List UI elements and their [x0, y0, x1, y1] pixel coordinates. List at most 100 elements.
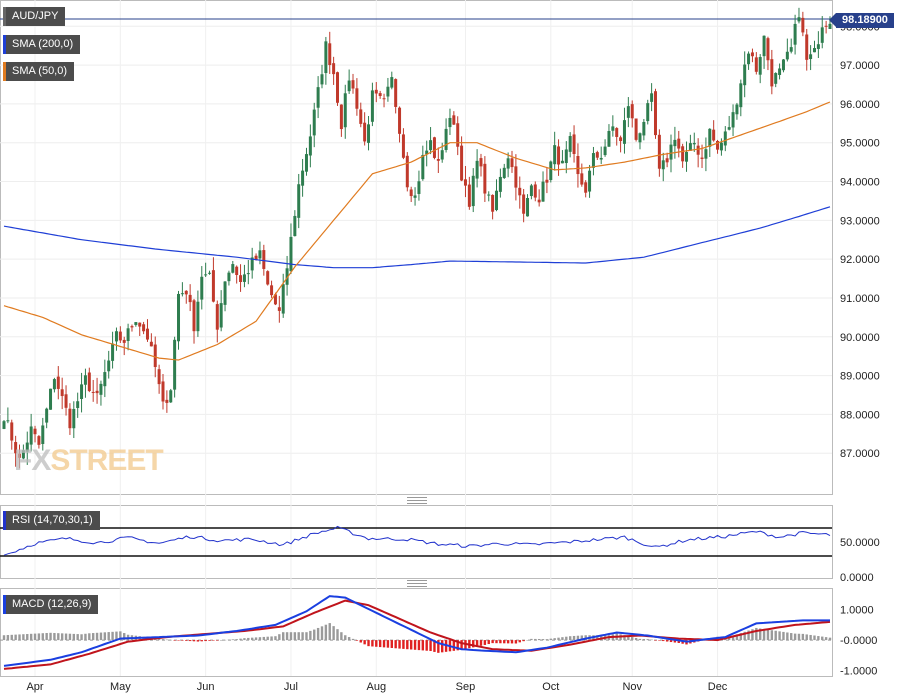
macd-histogram-bar	[243, 638, 246, 641]
macd-histogram-bar	[6, 635, 10, 641]
candle-body	[599, 157, 603, 160]
price-tick-label: 96.0000	[840, 99, 880, 111]
candle-body	[153, 344, 157, 368]
candle-body	[285, 268, 289, 285]
macd-histogram-bar	[14, 634, 17, 641]
macd-histogram-bar	[45, 633, 48, 641]
macd-histogram-bar	[751, 629, 754, 641]
candle-body	[584, 182, 588, 193]
sma200-legend[interactable]: SMA (200,0)	[3, 35, 81, 54]
macd-histogram-bar	[425, 640, 428, 651]
macd-histogram-bar	[627, 636, 630, 641]
candle-body	[580, 173, 584, 185]
candle-body	[413, 195, 417, 198]
macd-line	[3, 595, 830, 667]
candle-body	[704, 149, 708, 159]
symbol-legend[interactable]: AUD/JPY	[3, 7, 66, 26]
macd-histogram-bar	[735, 634, 739, 641]
candle-body	[215, 304, 219, 330]
candle-body	[510, 158, 514, 168]
macd-histogram-bar	[29, 633, 33, 641]
candle-body	[405, 155, 409, 188]
macd-histogram-bar	[642, 638, 646, 641]
candle-body	[638, 133, 642, 143]
candle-body	[770, 59, 774, 87]
symbol-label: AUD/JPY	[12, 10, 59, 22]
macd-histogram-bar	[673, 640, 677, 643]
sma50-legend[interactable]: SMA (50,0)	[3, 62, 75, 81]
pane-splitter-macd[interactable]	[407, 580, 427, 587]
macd-histogram-bar	[503, 640, 506, 644]
macd-histogram-bar	[483, 640, 487, 645]
macd-histogram-bar	[452, 640, 456, 651]
macd-histogram-bar	[568, 636, 572, 641]
candle-body	[498, 176, 502, 192]
candle-body	[68, 408, 72, 429]
candle-body	[72, 408, 76, 429]
candle-body	[316, 87, 320, 108]
candle-body	[180, 293, 184, 295]
candle-body	[246, 273, 250, 275]
candle-body	[398, 107, 402, 134]
macd-histogram-bar	[545, 639, 549, 641]
candle-body	[425, 150, 429, 155]
candle-body	[45, 408, 49, 423]
candle-body	[378, 93, 382, 97]
candle-body	[553, 145, 557, 165]
candle-body	[277, 307, 281, 311]
macd-histogram-bar	[18, 634, 21, 641]
candle-body	[630, 104, 634, 119]
candle-body	[165, 399, 169, 403]
candle-body	[494, 190, 498, 211]
candle-body	[281, 284, 285, 314]
candle-body	[572, 134, 576, 155]
macd-label: MACD (12,26,9)	[12, 598, 92, 610]
candle-body	[537, 199, 541, 203]
candle-body	[716, 140, 720, 150]
candle-body	[192, 300, 196, 332]
candle-body	[778, 68, 782, 75]
candle-body	[363, 122, 367, 142]
current-price-tag: 98.18900	[829, 13, 894, 28]
candle-body	[789, 47, 793, 52]
candle-body	[731, 112, 735, 128]
macd-histogram-bar	[565, 636, 568, 641]
rsi-legend[interactable]: RSI (14,70,30,1)	[3, 511, 100, 530]
macd-histogram-bar	[111, 631, 114, 641]
macd-legend[interactable]: MACD (12,26,9)	[3, 595, 99, 614]
candle-body	[18, 453, 22, 458]
candle-body	[273, 294, 277, 305]
candle-body	[258, 250, 262, 259]
macd-histogram-bar	[103, 632, 107, 641]
candlestick-series	[2, 7, 832, 469]
pane-splitter-rsi[interactable]	[407, 497, 427, 504]
macd-histogram-bar	[68, 633, 72, 641]
macd-histogram-bar	[479, 640, 483, 646]
macd-histogram-bar	[429, 640, 432, 652]
candle-body	[549, 161, 553, 181]
macd-histogram-bar	[762, 629, 766, 641]
candle-body	[99, 383, 103, 395]
candle-body	[809, 54, 813, 60]
macd-histogram-bar	[572, 635, 576, 641]
macd-histogram-bar	[758, 628, 762, 641]
candle-body	[541, 181, 545, 202]
candle-body	[409, 189, 413, 197]
macd-histogram-bar	[169, 639, 172, 641]
macd-histogram-bar	[196, 640, 200, 642]
candle-body	[820, 27, 824, 43]
macd-histogram-bar	[778, 631, 781, 641]
candle-body	[262, 250, 266, 269]
macd-histogram-bar	[107, 632, 110, 641]
macd-histogram-bar	[351, 638, 355, 641]
macd-histogram-bar	[185, 640, 188, 641]
candle-body	[401, 134, 405, 158]
price-tick-label: 87.0000	[840, 448, 880, 460]
candle-body	[719, 142, 723, 151]
macd-histogram-bar	[64, 633, 68, 641]
candle-body	[448, 117, 452, 128]
macd-histogram-bar	[26, 634, 29, 641]
candle-body	[33, 428, 37, 435]
candle-body	[227, 272, 231, 282]
